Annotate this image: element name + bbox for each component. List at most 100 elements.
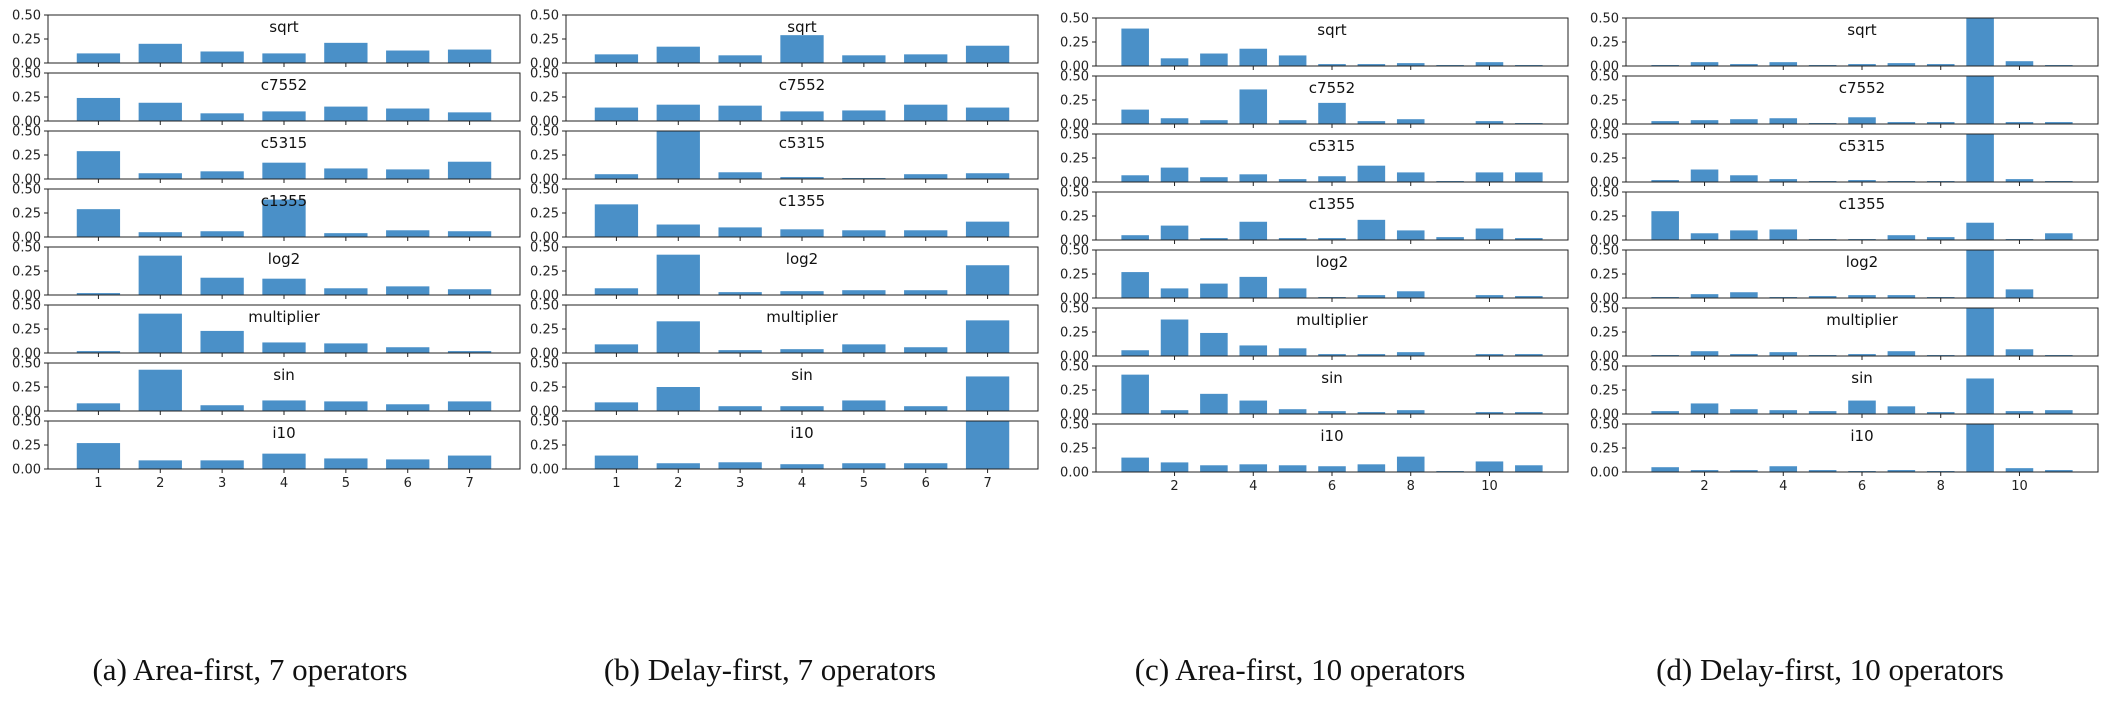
y-tick-label: 0.25 (1590, 210, 1619, 225)
bar (1651, 211, 1679, 240)
bar (1730, 64, 1758, 66)
bar (1887, 406, 1916, 414)
y-tick-label: 0.00 (530, 463, 559, 478)
bar (262, 199, 306, 237)
y-tick-label: 0.25 (1060, 384, 1089, 399)
bar (200, 171, 244, 179)
y-tick-label: 0.50 (12, 9, 41, 24)
y-tick-label: 0.25 (1060, 94, 1089, 109)
bar (262, 400, 306, 411)
y-tick-label: 0.50 (12, 415, 41, 430)
panel-title: c7552 (1309, 79, 1355, 97)
bar (1318, 176, 1346, 182)
bar (1396, 230, 1425, 240)
y-tick-label: 0.50 (12, 183, 41, 198)
bar (1160, 225, 1189, 240)
y-tick-label: 0.50 (530, 125, 559, 140)
bar (1651, 467, 1679, 472)
y-tick-label: 0.00 (12, 347, 41, 362)
bar (1278, 348, 1307, 356)
bar (386, 286, 430, 295)
bar (1121, 350, 1149, 356)
bar (1239, 221, 1268, 240)
bar (200, 51, 244, 63)
bar (1475, 121, 1504, 124)
bar (1278, 238, 1307, 240)
bar (965, 107, 1010, 121)
bar (842, 344, 886, 353)
y-tick-label: 0.25 (1590, 268, 1619, 283)
bar (904, 54, 948, 63)
panel-c7552: 0.00 0.25 0.50 c7552 (1060, 70, 1569, 133)
y-tick-label: 0.25 (1590, 326, 1619, 341)
bar (386, 230, 430, 237)
panel-title: sin (1321, 369, 1343, 387)
x-tick-label: 7 (983, 476, 991, 491)
bar (1160, 167, 1189, 182)
bar (76, 443, 121, 469)
bar (842, 55, 886, 63)
bar (780, 35, 824, 63)
bar (1730, 409, 1758, 414)
bar (1318, 238, 1346, 240)
y-tick-label: 0.50 (1590, 302, 1619, 317)
y-tick-label: 0.50 (12, 357, 41, 372)
bar (138, 460, 182, 469)
x-tick-label: 5 (342, 476, 350, 491)
y-tick-label: 0.25 (12, 207, 41, 222)
bar (965, 45, 1010, 63)
bar (1239, 174, 1268, 182)
bar (386, 169, 430, 179)
bar (138, 173, 182, 179)
bar (138, 102, 182, 121)
bar (1200, 238, 1228, 240)
y-tick-label: 0.00 (1590, 60, 1619, 75)
y-tick-label: 0.25 (530, 381, 559, 396)
y-tick-label: 0.00 (12, 463, 41, 478)
panel-i10: 0.00 0.25 0.50 i10 1 2 3 4 5 6 7 (12, 415, 521, 491)
bar (1239, 345, 1268, 356)
bar (594, 107, 639, 121)
bar (1357, 121, 1386, 124)
y-tick-label: 0.00 (1060, 408, 1089, 423)
bar (76, 53, 121, 63)
y-tick-label: 0.00 (1060, 176, 1089, 191)
bar (262, 162, 306, 179)
bar (1690, 294, 1719, 298)
bar (447, 401, 492, 411)
bar (1475, 461, 1504, 472)
bar (76, 209, 121, 237)
y-tick-label: 0.25 (12, 439, 41, 454)
bar (780, 406, 824, 411)
bar (904, 463, 948, 469)
panel-multiplier: 0.00 0.25 0.50 multiplier (530, 299, 1039, 362)
bar (200, 405, 244, 411)
bar (262, 342, 306, 353)
x-tick-label: 10 (2011, 479, 2028, 494)
bar (1357, 464, 1386, 472)
bar (324, 233, 368, 237)
bar (656, 321, 700, 353)
bar (594, 455, 639, 469)
bar (324, 168, 368, 179)
bar (2005, 179, 2034, 182)
bar (1318, 64, 1346, 66)
bar (718, 172, 762, 179)
bar (324, 106, 368, 121)
y-tick-label: 0.50 (1060, 12, 1089, 27)
bar (904, 290, 948, 295)
panel-log2: 0.00 0.25 0.50 log2 (12, 241, 521, 304)
bar (1887, 470, 1916, 472)
bar (1769, 229, 1798, 240)
y-tick-label: 0.50 (1060, 70, 1089, 85)
bar (2045, 470, 2073, 472)
bar (1318, 411, 1346, 414)
y-tick-label: 0.25 (1060, 152, 1089, 167)
bar (1887, 122, 1916, 124)
bar (138, 232, 182, 237)
panel-c1355: 0.00 0.25 0.50 c1355 (530, 183, 1039, 246)
y-tick-label: 0.50 (12, 299, 41, 314)
bar (780, 111, 824, 121)
panel-title: c7552 (1839, 79, 1885, 97)
